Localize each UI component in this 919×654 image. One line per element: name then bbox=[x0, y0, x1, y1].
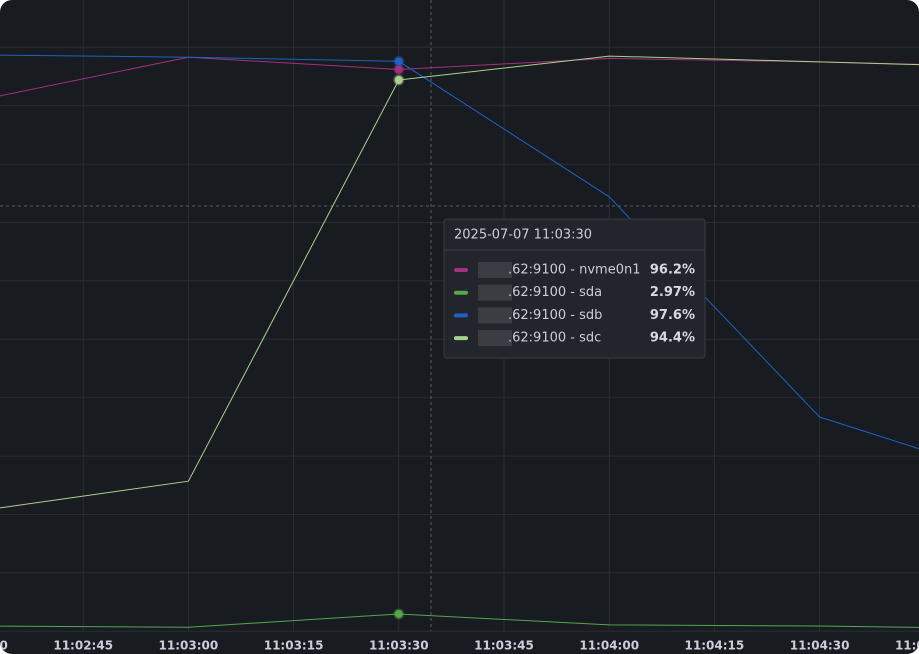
series-line bbox=[0, 56, 919, 97]
legend-value: 97.6% bbox=[650, 308, 695, 323]
x-tick-label: 11:02:30 bbox=[0, 639, 8, 653]
hover-point bbox=[393, 63, 405, 75]
redacted bbox=[478, 284, 512, 301]
x-tick-label: 11:03:00 bbox=[159, 639, 219, 653]
x-tick-label: 11:03:15 bbox=[264, 639, 324, 653]
hover-point bbox=[393, 608, 405, 620]
tooltip: 2025-07-07 11:03:30 .62:9100 - nvme0n1 96… bbox=[443, 218, 706, 359]
x-tick-label: 11:04:00 bbox=[579, 639, 639, 653]
x-tick-label: 11:03:45 bbox=[474, 639, 534, 653]
lines bbox=[0, 54, 919, 628]
legend-value: 2.97% bbox=[650, 285, 695, 300]
x-tick-label: 11:04:45 bbox=[895, 639, 919, 653]
legend-swatch bbox=[454, 290, 468, 295]
legend-name: .62:9100 - sda bbox=[508, 285, 602, 300]
legend-name: .62:9100 - nvme0n1 bbox=[508, 263, 640, 278]
legend-swatch bbox=[454, 268, 468, 272]
x-tick-label: 11:03:30 bbox=[369, 639, 429, 653]
legend-swatch bbox=[454, 313, 468, 318]
redacted bbox=[478, 330, 512, 347]
series-line bbox=[0, 54, 919, 450]
hover-point bbox=[393, 74, 405, 86]
legend-name: .62:9100 - sdc bbox=[508, 331, 601, 346]
x-tick-label: 11:02:45 bbox=[53, 639, 113, 653]
legend-swatch bbox=[454, 336, 468, 341]
hover-point bbox=[393, 55, 405, 67]
redacted bbox=[478, 262, 512, 278]
series-line bbox=[0, 55, 919, 509]
redacted bbox=[478, 307, 512, 324]
x-tick-label: 11:04:30 bbox=[790, 639, 850, 653]
tooltip-title: 2025-07-07 11:03:30 bbox=[454, 228, 592, 243]
series-line bbox=[0, 613, 919, 628]
x-tick-label: 11:04:15 bbox=[685, 639, 745, 653]
legend-name: .62:9100 - sdb bbox=[508, 308, 602, 323]
legend-value: 94.4% bbox=[650, 331, 695, 346]
x-axis: 11:02:30 11:02:45 11:03:00 11:03:15 11:03:30… bbox=[0, 639, 919, 653]
legend-value: 96.2% bbox=[650, 263, 695, 278]
